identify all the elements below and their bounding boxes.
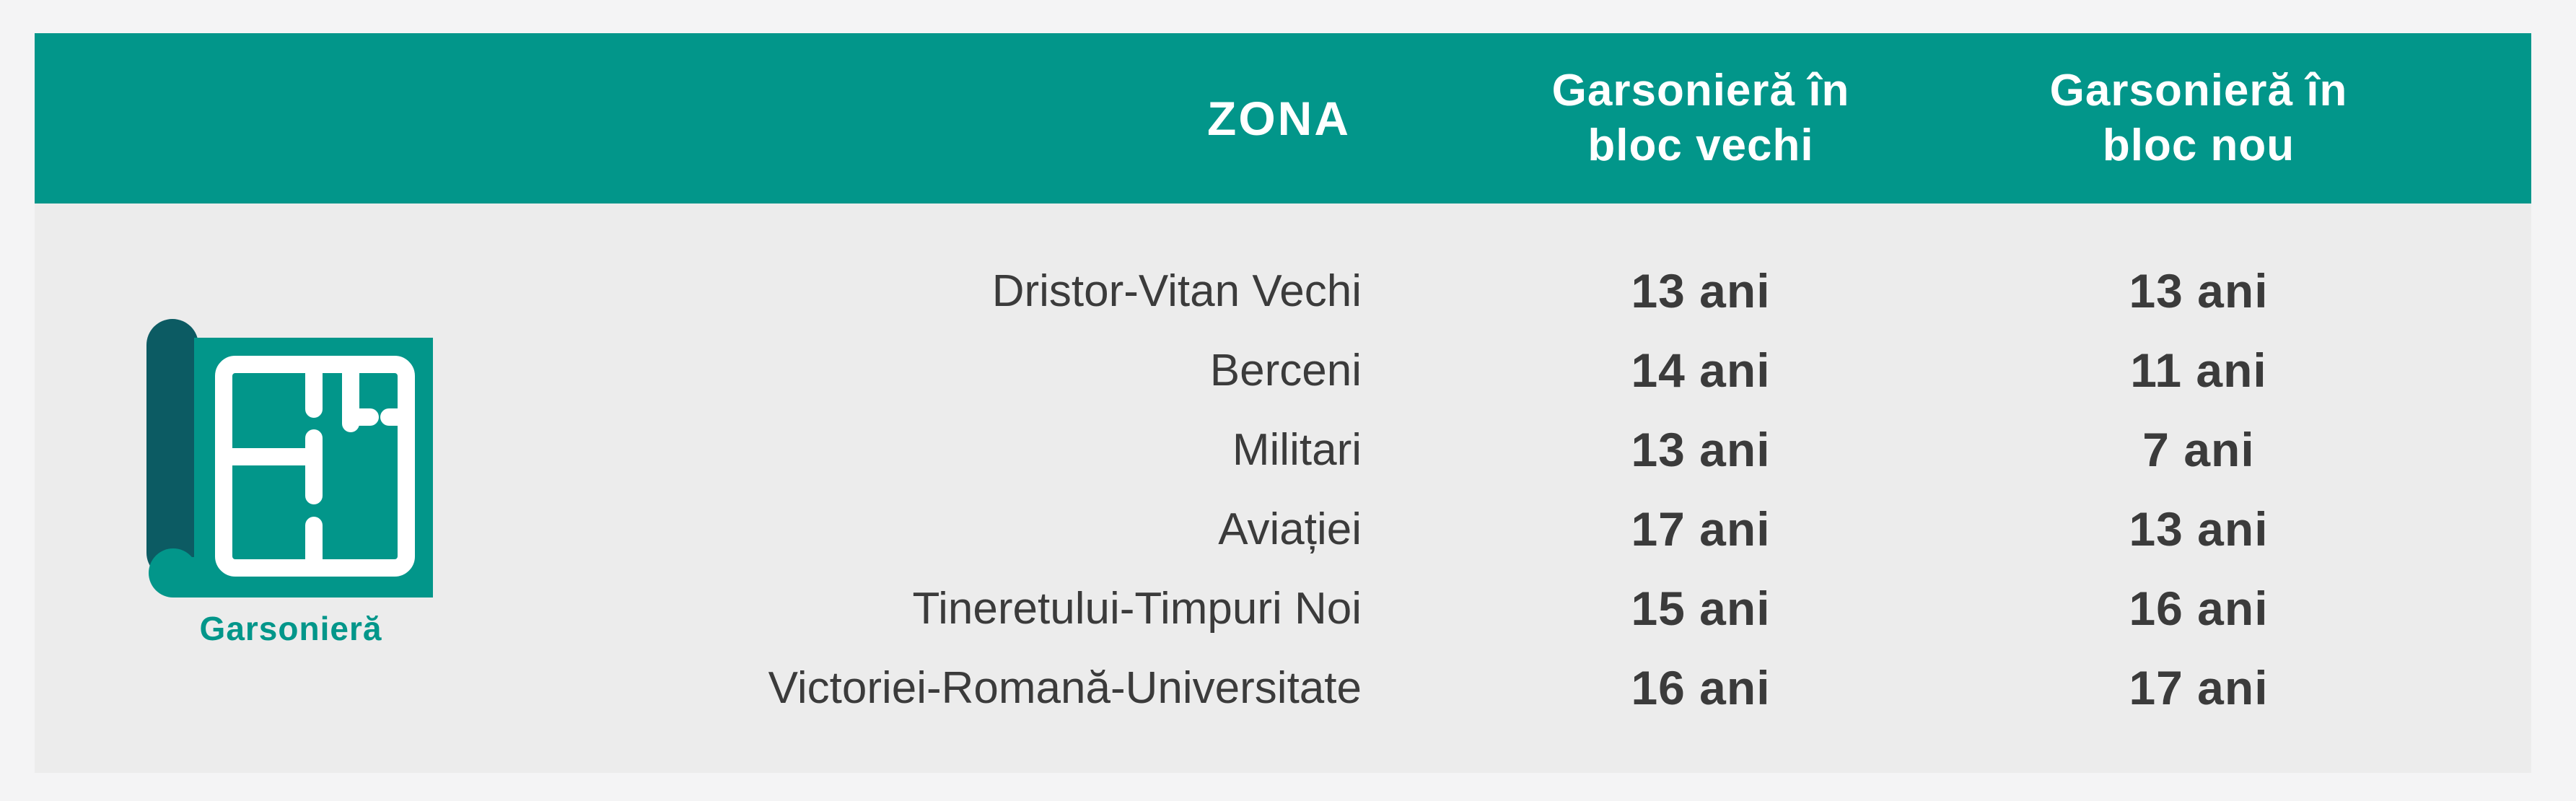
table-row: Dristor-Vitan Vechi 13 ani 13 ani xyxy=(35,251,2531,331)
bloc-vechi-value: 13 ani xyxy=(1631,423,1771,476)
table-header: ZONA Garsonieră în bloc vechi Garsonieră… xyxy=(35,33,2531,203)
column-header-bloc-nou: Garsonieră în bloc nou xyxy=(2049,66,2348,170)
figure-label: Garsonieră xyxy=(199,610,382,647)
column-header-zona: ZONA xyxy=(1207,92,1351,145)
table-row: Tineretului-Timpuri Noi 15 ani 16 ani xyxy=(35,569,2531,648)
bloc-vechi-value: 17 ani xyxy=(1631,502,1771,556)
zone-name: Militari xyxy=(1232,424,1362,475)
zone-name: Tineretului-Timpuri Noi xyxy=(912,583,1362,634)
table-row: Berceni 14 ani 11 ani xyxy=(35,331,2531,410)
zone-name: Victoriei-Romană-Universitate xyxy=(768,662,1362,713)
table-row: Victoriei-Romană-Universitate 16 ani 17 … xyxy=(35,648,2531,727)
bloc-nou-value: 7 ani xyxy=(2142,423,2255,476)
bloc-nou-value: 11 ani xyxy=(2130,343,2267,397)
zone-name: Aviației xyxy=(1218,504,1362,554)
zone-name: Berceni xyxy=(1209,345,1362,395)
bloc-vechi-value: 16 ani xyxy=(1631,661,1771,714)
column-header-bloc-vechi: Garsonieră în bloc vechi xyxy=(1551,66,1850,170)
bloc-vechi-value: 14 ani xyxy=(1631,343,1771,397)
table-row: Aviației 17 ani 13 ani xyxy=(35,489,2531,569)
zone-name: Dristor-Vitan Vechi xyxy=(991,266,1362,316)
bloc-nou-value: 16 ani xyxy=(2129,582,2269,635)
bloc-vechi-value: 15 ani xyxy=(1631,582,1771,635)
table-row: Militari 13 ani 7 ani xyxy=(35,410,2531,489)
bloc-nou-value: 17 ani xyxy=(2129,661,2269,714)
garsoniera-figure: Garsonieră xyxy=(146,319,435,648)
table-body: Dristor-Vitan Vechi 13 ani 13 ani Bercen… xyxy=(35,203,2531,727)
bloc-vechi-value: 13 ani xyxy=(1631,264,1771,318)
bloc-nou-value: 13 ani xyxy=(2129,264,2269,318)
blueprint-floorplan-icon xyxy=(146,319,433,598)
table-panel: ZONA Garsonieră în bloc vechi Garsonieră… xyxy=(35,33,2531,773)
bloc-nou-value: 13 ani xyxy=(2129,502,2269,556)
